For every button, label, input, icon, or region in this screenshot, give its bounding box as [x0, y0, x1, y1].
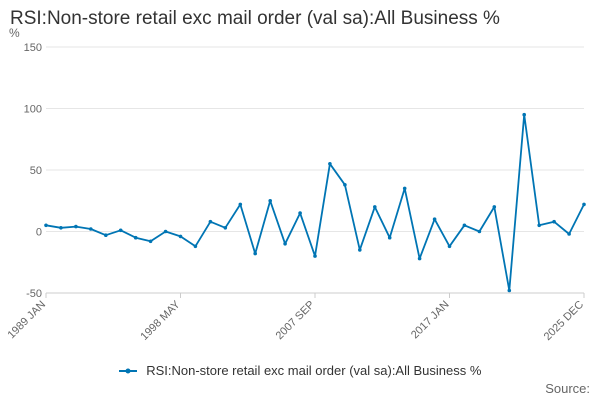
data-point[interactable]	[507, 288, 512, 293]
data-point[interactable]	[253, 251, 257, 256]
y-axis-ticks: -50 0 50 100 150	[24, 42, 42, 300]
data-point[interactable]	[477, 229, 482, 234]
x-tick-label: 1998 MAY	[138, 298, 183, 343]
data-point[interactable]	[238, 202, 243, 207]
data-point[interactable]	[567, 232, 571, 236]
data-point[interactable]	[268, 199, 273, 203]
data-point[interactable]	[89, 227, 93, 231]
x-tick-label: 2017 JAN	[409, 299, 452, 342]
data-point[interactable]	[582, 202, 586, 207]
x-tick-label: 2025 DEC	[542, 299, 586, 343]
data-point[interactable]	[104, 233, 108, 237]
data-point[interactable]	[373, 205, 377, 209]
data-point[interactable]	[462, 223, 467, 228]
data-point[interactable]	[283, 242, 287, 246]
data-point[interactable]	[343, 183, 347, 187]
data-point[interactable]	[313, 254, 317, 258]
data-point[interactable]	[118, 228, 123, 233]
x-tick-label: 2007 SEP	[274, 299, 318, 343]
data-point[interactable]	[133, 235, 138, 240]
legend: RSI:Non-store retail exc mail order (val…	[0, 362, 600, 378]
data-point[interactable]	[537, 223, 541, 228]
data-point[interactable]	[44, 223, 48, 228]
data-point[interactable]	[447, 244, 452, 249]
series-line	[45, 113, 585, 292]
data-point[interactable]	[358, 248, 362, 252]
data-point[interactable]	[148, 239, 153, 244]
y-tick-label: -50	[26, 288, 42, 300]
data-point[interactable]	[492, 205, 497, 209]
data-point[interactable]	[193, 244, 198, 249]
y-tick-label: 100	[24, 104, 42, 116]
data-point[interactable]	[552, 219, 556, 224]
data-point[interactable]	[178, 234, 183, 239]
y-tick-label: 50	[30, 165, 42, 177]
data-point[interactable]	[74, 224, 78, 229]
data-point[interactable]	[163, 229, 168, 234]
data-point[interactable]	[208, 219, 213, 224]
legend-line-icon	[118, 368, 137, 374]
x-axis-ticks: 1989 JAN 1998 MAY 2007 SEP 2017 JAN 2025 DEC	[5, 293, 586, 343]
data-point[interactable]	[298, 211, 302, 215]
y-unit-label: %	[9, 26, 20, 40]
data-point[interactable]	[417, 256, 422, 261]
source-label: Source:	[545, 381, 590, 396]
y-tick-label: 0	[36, 227, 42, 239]
data-point[interactable]	[59, 226, 63, 230]
data-point[interactable]	[387, 235, 392, 240]
data-point[interactable]	[328, 162, 332, 166]
data-point[interactable]	[223, 226, 228, 230]
series-layer	[44, 112, 586, 293]
x-tick-label: 1989 JAN	[5, 299, 48, 342]
data-point[interactable]	[402, 186, 407, 191]
data-point[interactable]	[522, 112, 526, 117]
data-point[interactable]	[432, 217, 437, 221]
legend-label: RSI:Non-store retail exc mail order (val…	[146, 363, 482, 379]
y-tick-label: 150	[24, 42, 42, 54]
chart-title: RSI:Non-store retail exc mail order (val…	[10, 8, 500, 29]
